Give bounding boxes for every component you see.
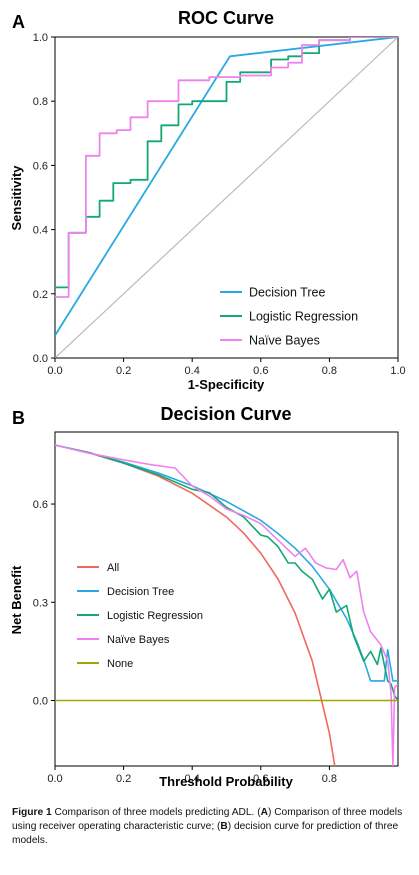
decision-x-tick-label: 0.4 (185, 773, 200, 785)
roc-x-tick-label: 0.0 (47, 365, 62, 377)
roc-x-tick-label: 0.6 (253, 365, 268, 377)
roc-y-tick-label: 0.4 (33, 225, 48, 237)
figure-caption: Figure 1 Comparison of three models pred… (12, 806, 407, 848)
decision-legend-label: Logistic Regression (107, 610, 203, 622)
roc-legend-label: Logistic Regression (249, 310, 358, 324)
decision-x-tick-label: 0.6 (253, 773, 268, 785)
figure-canvas: A ROC Curve 0.0 0.2 0.4 0.6 0.8 1.00.00.20.40… (9, 8, 406, 789)
roc-series-lines (55, 37, 398, 358)
caption-ref-a: A (260, 807, 268, 818)
roc-plot-frame (54, 36, 399, 359)
decision-chart-title: Decision Curve (160, 404, 291, 424)
decision-curve-panel: B Decision Curve 0.0 0.2 0.4 0.6 0.80.00.30.… (9, 404, 399, 789)
decision-axis-ticks: 0.0 0.2 0.4 0.6 0.8 0.0 0.3 0.6 (33, 499, 337, 785)
roc-y-tick-label: 1.0 (33, 32, 48, 44)
decision-series-lines (55, 444, 398, 766)
roc-y-tick-label: 0.0 (33, 353, 48, 365)
decision-legend-label: Naïve Bayes (107, 634, 170, 646)
decision-y-axis-label: Net Benefit (9, 565, 24, 634)
roc-x-axis-label: 1-Specificity (188, 377, 265, 392)
panel-label-b: B (12, 408, 25, 428)
roc-x-tick-label: 1.0 (390, 365, 405, 377)
roc-y-tick-label: 0.8 (33, 96, 48, 108)
roc-legend: Decision Tree Logistic Regression Naïve Ba… (220, 286, 358, 348)
roc-chart-title: ROC Curve (178, 8, 274, 28)
roc-y-tick-label: 0.6 (33, 160, 48, 172)
caption-text-a: ) Comparison of three models using recei… (12, 807, 403, 832)
roc-legend-label: Naïve Bayes (249, 334, 320, 348)
roc-reference-diagonal (55, 37, 398, 358)
decision-legend: All Decision Tree Logistic Regression Naïve… (77, 562, 203, 670)
decision-legend-label: None (107, 658, 133, 670)
roc-x-tick-label: 0.2 (116, 365, 131, 377)
decision-y-tick-label: 0.6 (33, 499, 48, 511)
roc-y-axis-label: Sensitivity (9, 165, 24, 231)
decision-y-tick-label: 0.0 (33, 696, 48, 708)
decision-line-naive-bayes (55, 444, 398, 766)
decision-line-decision-tree (55, 444, 398, 682)
decision-plot-frame (54, 431, 399, 767)
panel-label-a: A (12, 12, 25, 32)
roc-line-logistic-regression (55, 37, 398, 289)
decision-y-tick-label: 0.3 (33, 597, 48, 609)
caption-text-b: ) decision curve for prediction of three… (12, 821, 399, 846)
roc-line-decision-tree (55, 37, 398, 336)
caption-ref-b: B (220, 821, 228, 832)
decision-x-tick-label: 0.8 (322, 773, 337, 785)
decision-legend-label: All (107, 562, 119, 574)
roc-panel: A ROC Curve 0.0 0.2 0.4 0.6 0.8 1.00.00.20.40… (9, 8, 406, 392)
roc-legend-label: Decision Tree (249, 286, 325, 300)
roc-axis-ticks: 0.0 0.2 0.4 0.6 0.8 1.0 0.0 0.2 0.4 0.6 0.8 1.0 (33, 32, 406, 377)
decision-x-tick-label: 0.2 (116, 773, 131, 785)
caption-intro: Comparison of three models predicting AD… (54, 807, 261, 818)
roc-y-tick-label: 0.2 (33, 289, 48, 301)
roc-x-tick-label: 0.4 (185, 365, 200, 377)
roc-x-tick-label: 0.8 (322, 365, 337, 377)
caption-figure-label: Figure 1 (12, 807, 52, 818)
decision-x-tick-label: 0.0 (47, 773, 62, 785)
decision-line-all (55, 444, 336, 766)
roc-line-naive-bayes (55, 37, 398, 298)
decision-x-axis-label: Threshold Probability (159, 774, 293, 789)
decision-legend-label: Decision Tree (107, 586, 174, 598)
